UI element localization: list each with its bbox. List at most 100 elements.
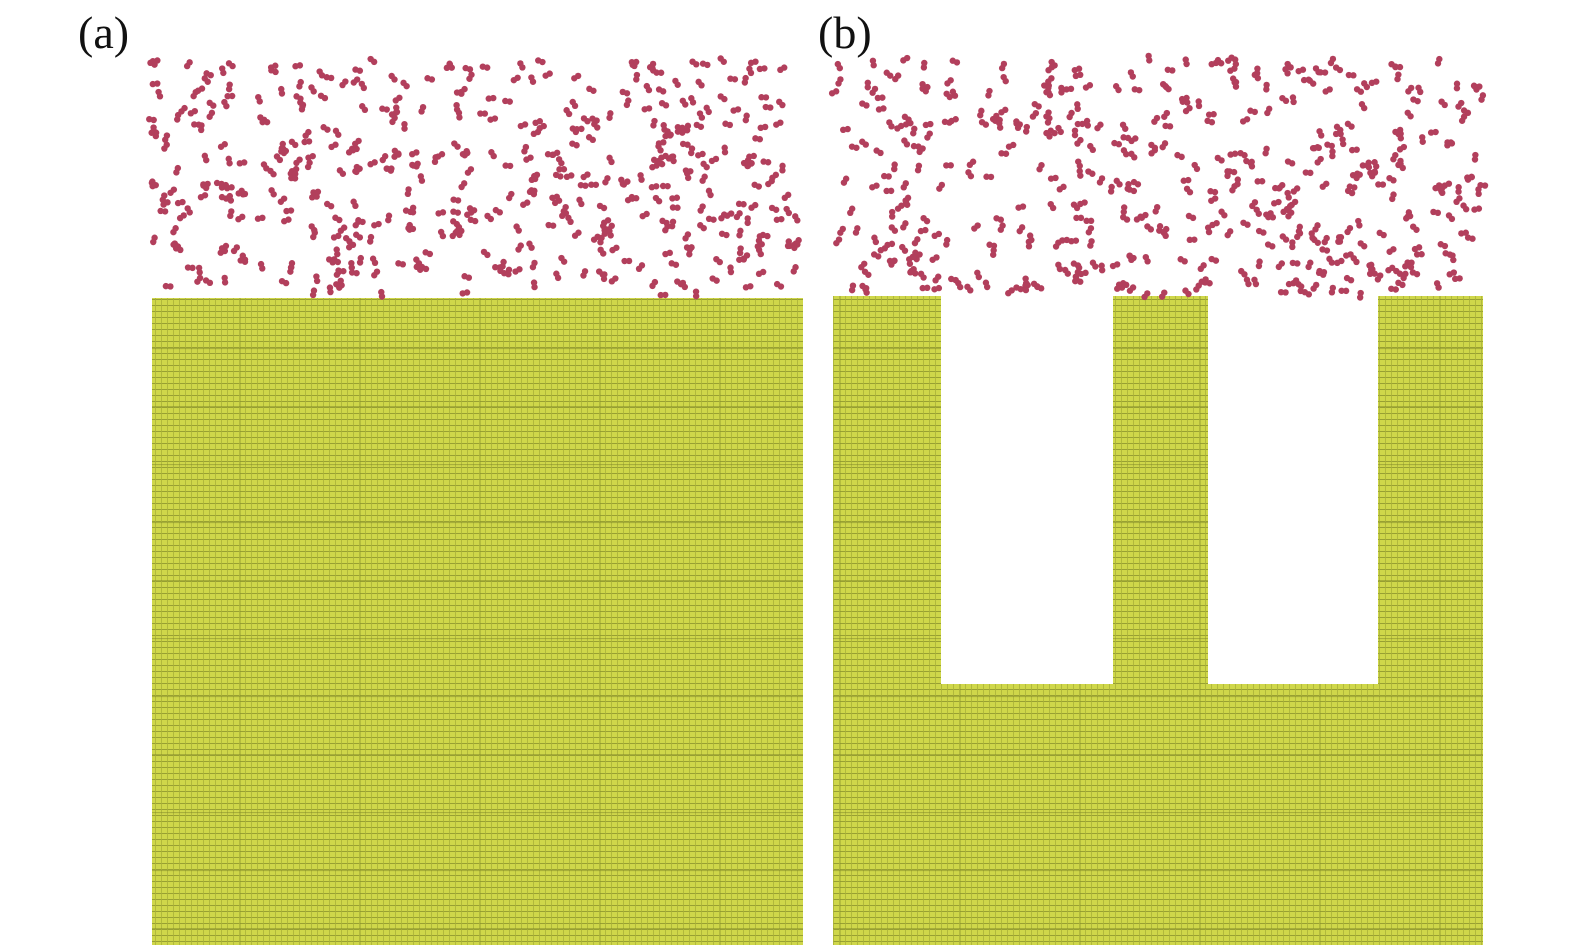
atom xyxy=(450,208,457,215)
molecule xyxy=(1234,176,1241,188)
atom xyxy=(1060,183,1067,191)
atom xyxy=(399,261,407,268)
atom xyxy=(352,222,359,229)
atom xyxy=(1089,146,1097,154)
molecule xyxy=(993,215,1005,223)
atom xyxy=(1275,263,1283,271)
atom xyxy=(1096,179,1104,186)
molecule xyxy=(544,151,556,159)
atom xyxy=(1388,285,1395,292)
molecule xyxy=(324,200,335,210)
atom xyxy=(272,68,279,76)
molecule xyxy=(901,113,912,123)
atom xyxy=(196,269,203,276)
molecule xyxy=(162,282,174,290)
molecule xyxy=(835,76,844,87)
molecule xyxy=(1029,109,1040,120)
atom xyxy=(621,257,628,265)
molecule xyxy=(1413,251,1425,258)
atom xyxy=(1077,214,1085,222)
atom xyxy=(194,278,201,285)
atom xyxy=(254,215,262,222)
atom xyxy=(1411,245,1419,253)
molecule xyxy=(146,115,157,124)
molecule xyxy=(674,128,686,136)
molecule xyxy=(669,194,681,202)
atom xyxy=(649,164,656,171)
molecule xyxy=(1329,148,1336,160)
atom xyxy=(699,203,706,210)
atom xyxy=(449,232,456,240)
molecule xyxy=(906,256,914,267)
molecule xyxy=(1083,217,1095,225)
atom xyxy=(1115,86,1122,94)
molecule xyxy=(350,76,361,86)
molecule xyxy=(1089,259,1099,270)
atom xyxy=(305,128,312,136)
atom xyxy=(177,246,184,254)
atom xyxy=(726,121,734,129)
molecule xyxy=(1415,84,1424,96)
molecule xyxy=(658,99,670,109)
atom xyxy=(358,80,366,88)
atom xyxy=(1323,247,1331,254)
molecule xyxy=(985,87,993,99)
atom xyxy=(705,215,713,223)
molecule xyxy=(1131,86,1143,94)
atom xyxy=(705,108,712,116)
atom xyxy=(635,265,643,273)
molecule xyxy=(1263,210,1274,218)
molecule xyxy=(1063,85,1075,93)
atom xyxy=(371,272,378,279)
molecule xyxy=(149,178,156,190)
atom xyxy=(1295,67,1302,75)
atom xyxy=(998,109,1005,116)
molecule xyxy=(206,109,216,120)
molecule xyxy=(162,132,171,143)
molecule xyxy=(1388,285,1399,293)
atom xyxy=(1083,217,1090,225)
molecule xyxy=(1464,173,1475,181)
atom xyxy=(1131,86,1138,93)
atom xyxy=(560,258,568,265)
atom xyxy=(717,55,724,62)
molecule xyxy=(919,284,931,292)
molecule xyxy=(1449,252,1457,264)
atom xyxy=(207,71,214,79)
molecule xyxy=(1395,157,1404,169)
atom xyxy=(1314,159,1321,166)
atom xyxy=(1244,221,1251,228)
atom xyxy=(643,82,651,90)
atom xyxy=(327,74,335,82)
atom xyxy=(672,77,679,85)
molecule xyxy=(589,115,600,124)
molecule xyxy=(1295,66,1307,75)
molecule xyxy=(353,231,364,241)
atom xyxy=(1231,65,1238,72)
atom xyxy=(956,283,964,291)
atom xyxy=(1087,217,1095,225)
molecule xyxy=(1458,229,1469,237)
atom xyxy=(1051,129,1058,137)
molecule xyxy=(653,69,665,76)
atom xyxy=(986,87,993,95)
atom xyxy=(601,219,608,226)
molecule xyxy=(225,60,236,70)
atom xyxy=(1453,80,1461,87)
molecule xyxy=(1446,269,1458,278)
atom xyxy=(927,120,934,128)
molecule xyxy=(608,275,619,285)
molecule xyxy=(1218,208,1228,219)
molecule xyxy=(379,153,389,164)
atom xyxy=(606,114,613,121)
molecule xyxy=(278,85,286,97)
atom xyxy=(1243,157,1250,165)
molecule xyxy=(1251,276,1260,288)
atom xyxy=(1435,284,1442,291)
molecule xyxy=(1455,184,1462,195)
atom xyxy=(652,194,660,202)
atom xyxy=(225,155,232,163)
molecule xyxy=(1289,239,1296,251)
atom xyxy=(828,90,836,97)
atom xyxy=(629,195,636,202)
